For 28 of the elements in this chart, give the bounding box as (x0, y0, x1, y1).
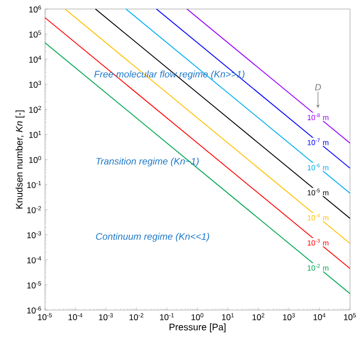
x-tick-label: 10$^{-3}$ (99, 313, 113, 320)
y-tick-label: 10$^{-2}$ (27, 206, 42, 214)
x-tick-label: 10$^{2}$ (252, 313, 264, 320)
y-tick-label: 10$^{-1}$ (27, 181, 42, 188)
y-tick-label: 10$^{4}$ (29, 56, 42, 63)
x-tick-label: 10$^{-2}$ (130, 313, 144, 320)
y-tick-label: 10$^{5}$ (29, 30, 42, 38)
x-tick-label: 10$^{-4}$ (68, 313, 82, 320)
y-tick-label: 10$^{-6}$ (27, 306, 42, 314)
y-tick-label: 10$^{-4}$ (27, 256, 42, 264)
x-tick-label: 10$^{-1}$ (160, 313, 174, 320)
y-tick-label: 10$^{-5}$ (27, 281, 42, 288)
legend-title: D (315, 84, 321, 90)
x-axis-title: Pressure [Pa] (170, 323, 226, 332)
y-tick-label: 10$^{2}$ (29, 106, 42, 113)
x-tick-label: 10$^{5}$ (344, 313, 356, 320)
x-tick-label: 10$^{-5}$ (38, 313, 52, 320)
x-tick-label: 10$^{4}$ (314, 313, 326, 320)
y-tick-label: 10$^{1}$ (29, 130, 42, 138)
y-axis-title: Knudsen number, Kn [-] (16, 110, 24, 208)
y-tick-label: 10$^{-3}$ (27, 231, 42, 238)
y-tick-label: 10$^{3}$ (29, 80, 42, 88)
y-tick-label: 10$^{6}$ (29, 5, 42, 13)
x-tick-label: 10$^{1}$ (222, 313, 234, 320)
y-tick-label: 10$^{0}$ (29, 156, 42, 164)
x-tick-label: 10$^{0}$ (192, 313, 204, 320)
annotation: Continuum regime (Kn<<1) (96, 232, 210, 242)
x-tick-label: 10$^{3}$ (283, 313, 295, 320)
